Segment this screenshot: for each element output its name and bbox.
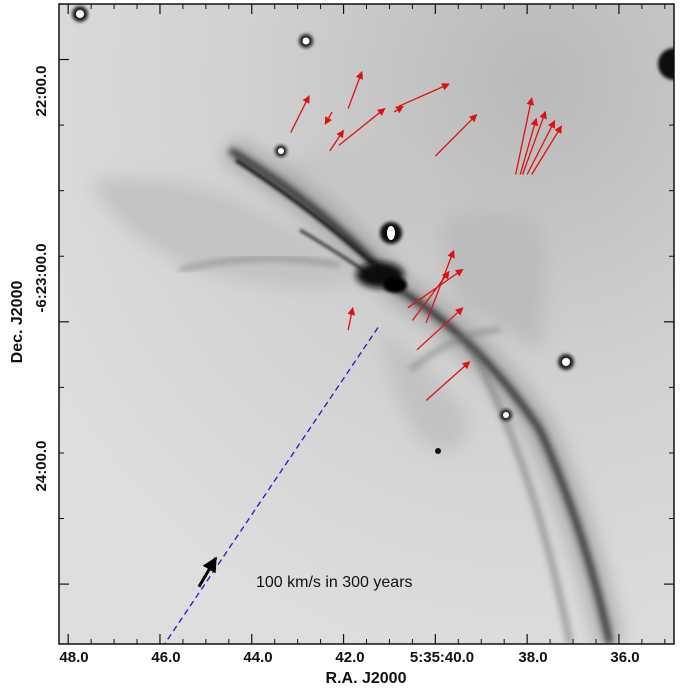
proper-motion-arrow-3 bbox=[338, 107, 386, 146]
ticks bbox=[59, 4, 674, 644]
proper-motion-arrow-8 bbox=[434, 114, 478, 157]
proper-motion-arrow-19 bbox=[425, 361, 471, 401]
proper-motion-arrow-1 bbox=[290, 95, 310, 133]
star-8 bbox=[435, 448, 441, 454]
x-axis-title: R.A. J2000 bbox=[326, 670, 407, 687]
proper-motion-arrow-17 bbox=[425, 249, 455, 323]
star-5 bbox=[380, 222, 402, 244]
x-tick-label: 46.0 bbox=[151, 649, 180, 666]
y-axis-title: Dec. J2000 bbox=[9, 281, 26, 364]
star-4 bbox=[275, 145, 287, 157]
proper-motion-arrow-4 bbox=[329, 129, 345, 152]
proper-motion-arrow-10 bbox=[519, 117, 539, 175]
proper-motion-arrow-12 bbox=[526, 120, 556, 175]
proper-motion-arrow-2 bbox=[324, 111, 333, 125]
nebula-image bbox=[59, 4, 674, 644]
x-tick-label: 48.0 bbox=[59, 649, 88, 666]
x-tick-label: 42.0 bbox=[335, 649, 364, 666]
scale-arrow-label: 100 km/s in 300 years bbox=[256, 574, 413, 591]
proper-motion-arrow-6 bbox=[398, 83, 450, 107]
x-tick-label: 38.0 bbox=[518, 649, 547, 666]
x-tick-label: 44.0 bbox=[243, 649, 272, 666]
y-tick-label: -6:23:00.0 bbox=[33, 243, 50, 312]
star-1 bbox=[72, 6, 88, 22]
proper-motion-arrow-18 bbox=[416, 307, 464, 351]
reference-dashed-line bbox=[164, 327, 379, 644]
proper-motion-arrow-5 bbox=[347, 71, 364, 109]
star-3 bbox=[658, 48, 674, 80]
star-7 bbox=[500, 409, 512, 421]
y-tick-label: 24:00.0 bbox=[33, 441, 50, 492]
star-6 bbox=[558, 354, 574, 370]
x-tick-label: 36.0 bbox=[610, 649, 639, 666]
overlay bbox=[164, 71, 563, 644]
star-2 bbox=[299, 34, 313, 48]
proper-motion-arrow-9 bbox=[515, 97, 535, 175]
proper-motion-arrow-14 bbox=[347, 307, 356, 331]
proper-motion-arrow-11 bbox=[521, 110, 547, 175]
scale-arrow bbox=[197, 556, 218, 588]
proper-motion-arrow-15 bbox=[407, 268, 464, 309]
proper-motion-arrow-7 bbox=[393, 105, 404, 114]
y-tick-label: 22:00.0 bbox=[33, 66, 50, 117]
proper-motion-arrow-13 bbox=[531, 125, 563, 175]
x-tick-label: 5:35:40.0 bbox=[410, 649, 474, 666]
